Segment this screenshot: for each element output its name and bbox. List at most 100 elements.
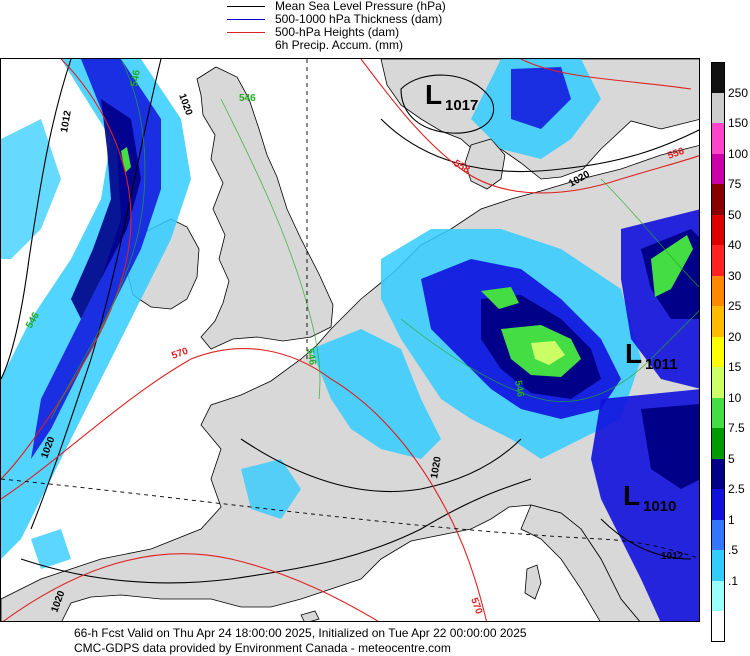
isobar-label-1020-north: 1020 [176,92,194,117]
colorbar-swatch [711,519,725,551]
colorbar-swatch [711,367,725,398]
height-contours [1,59,699,621]
footer-valid-time: 66-h Fcst Valid on Thu Apr 24 18:00:00 2… [74,626,527,640]
legend-mslp-line [227,6,265,7]
precip-lux-green [481,287,519,309]
colorbar-swatch [711,92,725,124]
colorbar-label: 10 [728,390,742,405]
land-denmark [464,138,506,190]
precip-westcoast-left [1,119,61,259]
colorbar-label: 150 [728,116,749,130]
isobar-label-1012-west: 1012 [59,109,74,133]
thickness-546-central [400,310,699,402]
colorbar-swatch [711,245,725,276]
legend-thickness-label: 500-1000 hPa Thickness (dam) [275,12,443,26]
graticule-curve [1,478,699,559]
legend-heights-label: 500-hPa Heights (dam) [275,25,400,39]
colorbar-swatch [711,275,725,307]
colorbar-swatch [711,184,725,215]
thickness-label-4: 546 [304,348,318,367]
legend-precip: 6h Precip. Accum. (mm) [275,39,403,51]
colorbar-label: 1 [728,512,735,527]
weather-map-svg: L 1017 L 1011 L 1010 1012 1020 1020 1020… [1,59,699,621]
isobar-1020-south [20,478,532,584]
colorbar-swatch [711,153,725,185]
colorbar-swatch [711,428,725,459]
thickness-label-2: 546 [239,93,256,104]
colorbar-label: .5 [728,543,739,557]
colorbar-label: 75 [728,177,742,191]
thickness-546-uk [220,98,321,400]
colorbar-swatch [711,123,725,154]
colorbar-swatch [711,458,725,490]
low-center-3-value: 1010 [643,498,676,515]
precip-spain-north [31,529,71,569]
colorbar-swatch [711,489,725,520]
colorbar-swatch [711,214,725,246]
colorbar-swatch [711,306,725,337]
thickness-546-east [600,178,699,288]
low-center-1-value: 1017 [445,97,478,114]
height-570-north [1,348,488,621]
precip-channel-light [311,329,441,459]
thickness-546-west [50,59,146,420]
precip-france-west [241,459,301,519]
thickness-contours [50,59,699,420]
colorbar-label: 100 [728,146,749,161]
legend-thickness-line [227,19,265,20]
map-legend-header: Mean Sea Level Pressure (hPa) 500-1000 h… [0,0,750,58]
isobar-1012-west [1,59,72,380]
colorbar-label: 5 [728,451,735,466]
pressure-centers: L 1017 L 1011 L 1010 [425,79,678,515]
low-center-2-value: 1011 [645,356,678,373]
thickness-label-5: 546 [512,380,526,399]
colorbar-label: 25 [728,299,742,313]
isobar-label-1012-southeast: 1012 [661,551,684,562]
isobar-1012-southeast [600,518,692,560]
land-balearic [300,610,320,621]
precip-colorbar: 250 150 100 75 50 40 30 25 20 15 10 7.5 5 2.5 1 .5 .1 [710,62,750,642]
legend-heights: 500-hPa Heights (dam) [227,25,400,39]
colorbar-label: 7.5 [728,421,745,435]
colorbar-label: 40 [728,238,742,252]
height-558 [360,59,699,194]
precip-central-yellow [531,341,565,365]
legend-precip-label: 6h Precip. Accum. (mm) [275,38,404,52]
legend-mslp-label: Mean Sea Level Pressure (hPa) [275,0,446,13]
low-center-1-letter: L [425,79,442,110]
colorbar-swatch [711,580,725,612]
legend-mslp: Mean Sea Level Pressure (hPa) [227,0,446,13]
land-great-britain [196,66,334,350]
colorbar-swatch [711,397,725,429]
thickness-label-1: 546 [129,69,143,88]
colorbar-label: 250 [728,85,749,100]
legend-heights-line [227,32,265,33]
precip-alps-dark [641,404,699,489]
height-label-570-north: 570 [170,346,190,362]
colorbar-swatch [711,336,725,368]
isobar-1020-west [30,59,162,530]
low-center-2-letter: L [625,338,642,369]
legend-thickness: 500-1000 hPa Thickness (dam) [227,12,443,26]
footer-credits: CMC-GDPS data provided by Environment Ca… [74,641,451,655]
precip-scotland-core [121,147,131,173]
isobar-1017-low [400,74,494,134]
land-italy [520,504,640,621]
height-west-atlantic [1,59,132,480]
low-center-3-letter: L [623,480,640,511]
colorbar-label: 20 [728,329,742,344]
colorbar-swatch [711,62,725,93]
isobars [1,59,699,584]
graticule [1,59,699,559]
height-570-south [2,553,379,621]
colorbar-swatch [711,611,725,642]
precipitation-field [1,59,699,621]
isobar-label-1020-central: 1020 [429,455,444,479]
colorbar-label: 2.5 [728,482,745,496]
land-corsica [524,564,542,600]
height-label-570-south: 570 [468,596,484,616]
map-footer: 66-h Fcst Valid on Thu Apr 24 18:00:00 2… [0,624,750,656]
colorbar-label: 15 [728,360,742,374]
precip-scandinavia-mid [511,67,571,129]
precip-east-green [651,235,693,297]
